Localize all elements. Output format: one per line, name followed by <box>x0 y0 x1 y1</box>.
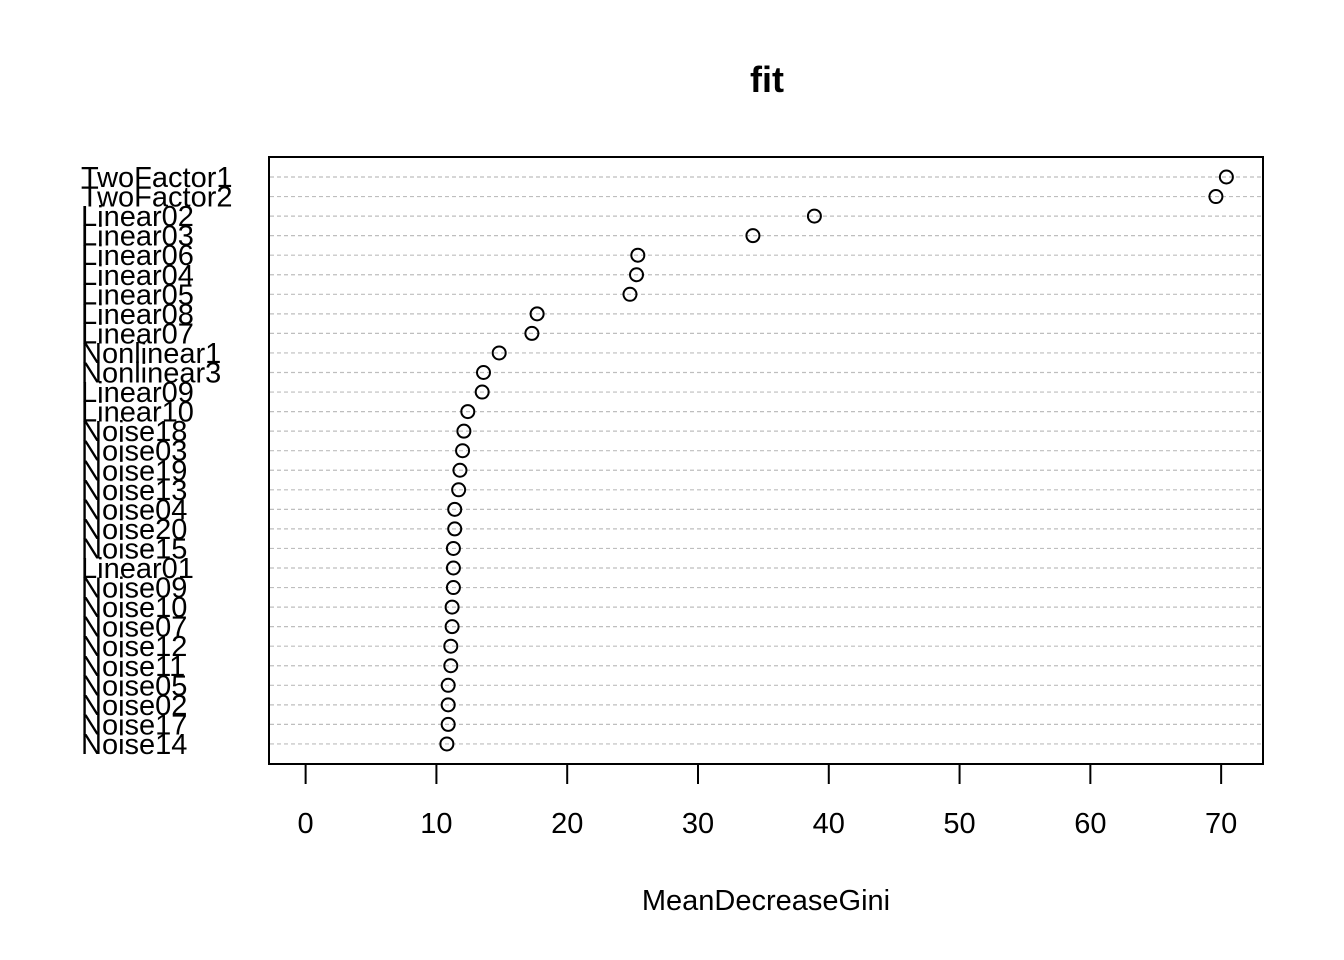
data-point <box>445 580 461 596</box>
data-point <box>445 560 461 576</box>
data-points <box>439 169 1234 752</box>
data-point <box>439 736 455 752</box>
data-point <box>440 677 456 693</box>
data-point <box>491 345 507 361</box>
data-point <box>524 325 540 341</box>
data-point <box>444 619 460 635</box>
data-point <box>460 404 476 420</box>
data-point <box>445 540 461 556</box>
data-point <box>444 599 460 615</box>
category-label: Noise10 <box>81 592 187 624</box>
data-point <box>629 267 645 283</box>
data-point <box>447 521 463 537</box>
category-label: Noise15 <box>81 533 187 565</box>
x-tick-label: 50 <box>943 808 975 840</box>
data-point <box>452 462 468 478</box>
category-label: Linear02 <box>81 201 194 233</box>
category-label: Linear07 <box>81 318 194 350</box>
category-label: Noise05 <box>81 670 187 702</box>
category-label: Noise17 <box>81 709 187 741</box>
category-label: Linear01 <box>81 553 194 585</box>
category-label: Noise04 <box>81 494 187 526</box>
category-label: Noise14 <box>81 729 187 761</box>
category-label: Noise18 <box>81 416 187 448</box>
data-point <box>451 482 467 498</box>
plot-frame <box>268 156 1264 765</box>
data-point <box>440 716 456 732</box>
grid-lines <box>270 176 1262 745</box>
data-point <box>474 384 490 400</box>
data-point <box>443 638 459 654</box>
data-point <box>455 443 471 459</box>
data-point <box>443 658 459 674</box>
category-label: Noise03 <box>81 436 187 468</box>
data-point <box>529 306 545 322</box>
data-point <box>447 501 463 517</box>
category-label: Linear05 <box>81 279 194 311</box>
category-label: TwoFactor2 <box>81 182 233 214</box>
category-label: Noise13 <box>81 475 187 507</box>
category-label: Linear03 <box>81 221 194 253</box>
category-label: Linear08 <box>81 299 194 331</box>
category-label: Noise11 <box>81 651 185 683</box>
category-label: Linear09 <box>81 377 194 409</box>
data-point <box>475 365 491 380</box>
data-point <box>745 228 761 244</box>
x-axis-label: MeanDecreaseGini <box>642 885 890 917</box>
category-labels: TwoFactor1TwoFactor2Linear02Linear03Line… <box>81 162 233 761</box>
category-label: Nonlinear3 <box>81 358 221 390</box>
x-tick-label: 60 <box>1074 808 1106 840</box>
category-label: Noise07 <box>81 612 187 644</box>
data-point <box>806 208 822 224</box>
data-point <box>622 286 638 302</box>
category-label: Linear06 <box>81 240 194 272</box>
x-tick-label: 70 <box>1205 808 1237 840</box>
category-label: Noise09 <box>81 573 187 605</box>
data-point <box>1218 169 1234 185</box>
category-label: Noise12 <box>81 631 187 663</box>
category-label: Linear04 <box>81 260 194 292</box>
category-label: Noise02 <box>81 690 187 722</box>
x-tick-label: 0 <box>298 808 314 840</box>
x-tick-label: 20 <box>551 808 583 840</box>
category-label: Nonlinear1 <box>81 338 221 370</box>
category-label: Noise19 <box>81 455 187 487</box>
category-label: Noise20 <box>81 514 187 546</box>
data-point <box>440 697 456 713</box>
x-tick-label: 40 <box>813 808 845 840</box>
x-tick-label: 30 <box>682 808 714 840</box>
data-point <box>630 247 646 263</box>
category-label: Linear10 <box>81 397 194 429</box>
x-tick-label: 10 <box>420 808 452 840</box>
data-point <box>1208 189 1224 205</box>
category-label: TwoFactor1 <box>81 162 233 194</box>
x-axis: 0 10 20 30 40 50 60 70 <box>298 763 1237 840</box>
chart-title: fit <box>750 59 784 100</box>
data-point <box>456 423 472 439</box>
